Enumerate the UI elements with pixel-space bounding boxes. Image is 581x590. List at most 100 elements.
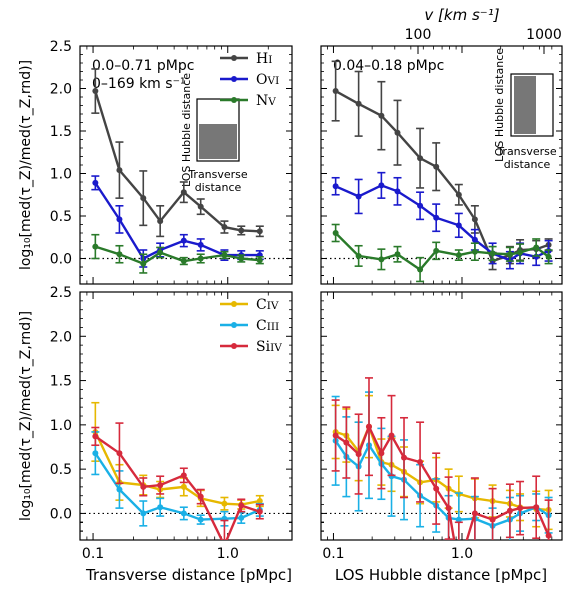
inset-tl-xlabel-1: Transverse	[187, 168, 248, 181]
bottom-left-point-CIII	[92, 450, 99, 457]
bottom-left-ytick-label: 0.0	[50, 506, 72, 522]
top-left-series-group	[91, 68, 264, 274]
top-left-point-OVI	[197, 241, 204, 248]
top-right-point-HI	[332, 88, 339, 95]
top-right-point-NV	[433, 247, 440, 254]
top-left-ytick-label: 2.5	[50, 39, 72, 55]
inset-top-right: LOS Hubble distance Transverse distance	[493, 48, 557, 171]
bottom-left-point-SiIV	[256, 508, 263, 515]
top-right-point-HI	[455, 191, 462, 198]
top-left-ytick-label: 0.5	[50, 209, 72, 225]
inset-tr-ylabel: LOS Hubble distance	[493, 48, 506, 162]
bottom-left-xtick-label: 1.0	[217, 546, 239, 562]
top-left-point-OVI	[116, 216, 123, 223]
top-right-series-group	[331, 60, 553, 283]
top-left-point-NV	[197, 255, 204, 262]
bottom-left-ytick-label: 1.5	[50, 374, 72, 390]
top-left-point-OVI	[180, 237, 187, 244]
bottom-right-point-SiIV	[545, 532, 552, 539]
inset-tr-xlabel-2: distance	[504, 158, 551, 171]
top-right-point-OVI	[378, 182, 385, 189]
bottom-left-legend-marker-CIV	[231, 301, 237, 307]
bottom-right-point-SiIV	[388, 432, 395, 439]
legend-ion-element: C	[256, 318, 267, 334]
panel-tl-annotation-line1: 0.0–0.71 pMpc	[92, 58, 194, 74]
bottom-left-point-SiIV	[197, 493, 204, 500]
bottom-left-legend-label-CIII: CIII	[256, 318, 279, 334]
legend-ion-element: N	[256, 93, 268, 109]
bottom-right-point-SiIV	[365, 423, 372, 430]
top-right-point-OVI	[394, 188, 401, 195]
top-left-point-HI	[221, 224, 228, 231]
bottom-right-xtick-label: 1.0	[451, 546, 473, 562]
top-left-legend-marker-OVI	[231, 76, 237, 82]
inset-tl-fill	[199, 124, 237, 159]
top-right-point-NV	[489, 250, 496, 257]
legend-ion-stage: IV	[270, 342, 282, 354]
top-left-ytick-label: 1.5	[50, 124, 72, 140]
bottom-left-point-SiIV	[180, 472, 187, 479]
top-right-point-OVI	[332, 183, 339, 190]
top-right-point-NV	[533, 244, 540, 251]
bottom-left-point-CIII	[180, 510, 187, 517]
top-right-point-NV	[506, 251, 513, 258]
top-right-point-OVI	[471, 236, 478, 243]
bottom-right-point-SiIV	[506, 507, 513, 514]
y-axis-label-top: log₁₀[med(τ_Z)/med(τ_Z,rnd)]	[18, 60, 34, 270]
bottom-right-point-SiIV	[517, 505, 524, 512]
top-right-point-OVI	[455, 222, 462, 229]
top-right-point-HI	[417, 155, 424, 162]
bottom-left-point-CIII	[116, 486, 123, 493]
top-right-point-OVI	[433, 214, 440, 221]
top-left-ytick-label: 2.0	[50, 82, 72, 98]
bottom-left-legend-marker-SiIV	[231, 343, 237, 349]
legend-ion-stage: I	[268, 54, 272, 66]
legend-ion-stage: V	[267, 96, 276, 108]
top-axis-label: v [km s⁻¹]	[424, 6, 499, 24]
bottom-left-ytick-label: 2.5	[50, 285, 72, 301]
x-axis-label-right: LOS Hubble distance [pMpc]	[335, 566, 547, 584]
bottom-right-point-SiIV	[355, 451, 362, 458]
legend-ion-stage: VI	[266, 75, 279, 87]
top-left-point-NV	[140, 260, 147, 267]
bottom-right-point-SiIV	[378, 450, 385, 457]
top-right-point-HI	[355, 100, 362, 107]
x-axis-label-left: Transverse distance [pMpc]	[85, 566, 292, 584]
bottom-left-point-CIII	[157, 504, 164, 511]
bottom-left-point-SiIV	[140, 483, 147, 490]
top-left-legend-label-HI: HI	[256, 51, 272, 67]
inset-tr-xlabel-1: Transverse	[496, 145, 557, 158]
bottom-left-point-CIV	[180, 483, 187, 490]
top-tick-label-100: 100	[405, 27, 432, 43]
top-left-point-HI	[197, 203, 204, 210]
bottom-right-point-SiIV	[332, 432, 339, 439]
top-right-point-NV	[378, 256, 385, 263]
panel-tr-annotation-line1: 0.04–0.18 pMpc	[333, 58, 444, 74]
bottom-left-ytick-label: 1.0	[50, 418, 72, 434]
top-left-point-NV	[256, 257, 263, 264]
top-right-point-OVI	[355, 193, 362, 200]
top-left-ytick-label: 1.0	[50, 167, 72, 183]
y-axis-label-bottom: log₁₀[med(τ_Z)/med(τ_Z,rnd)]	[18, 311, 34, 521]
top-left-point-HI	[116, 167, 123, 174]
top-left-legend-marker-NV	[231, 97, 237, 103]
bottom-right-point-SiIV	[417, 459, 424, 466]
bottom-left-point-SiIV	[157, 482, 164, 489]
bottom-right-point-SiIV	[433, 485, 440, 492]
top-right-point-NV	[545, 253, 552, 260]
bottom-right-xtick-label: 0.1	[322, 546, 344, 562]
top-right-point-NV	[517, 249, 524, 256]
top-left-point-NV	[92, 243, 99, 250]
bottom-right-point-SiIV	[401, 454, 408, 461]
legend-ion-element: Si	[256, 339, 271, 355]
top-right-point-OVI	[417, 202, 424, 209]
top-left-legend-marker-HI	[231, 55, 237, 61]
bottom-left-ytick-label: 0.5	[50, 462, 72, 478]
top-left-legend-label-OVI: OVI	[256, 72, 279, 88]
top-left-ytick-label: 0.0	[50, 252, 72, 268]
top-left-point-NV	[180, 258, 187, 265]
top-left-legend-label-NV: NV	[256, 93, 276, 109]
top-left-point-HI	[180, 189, 187, 196]
